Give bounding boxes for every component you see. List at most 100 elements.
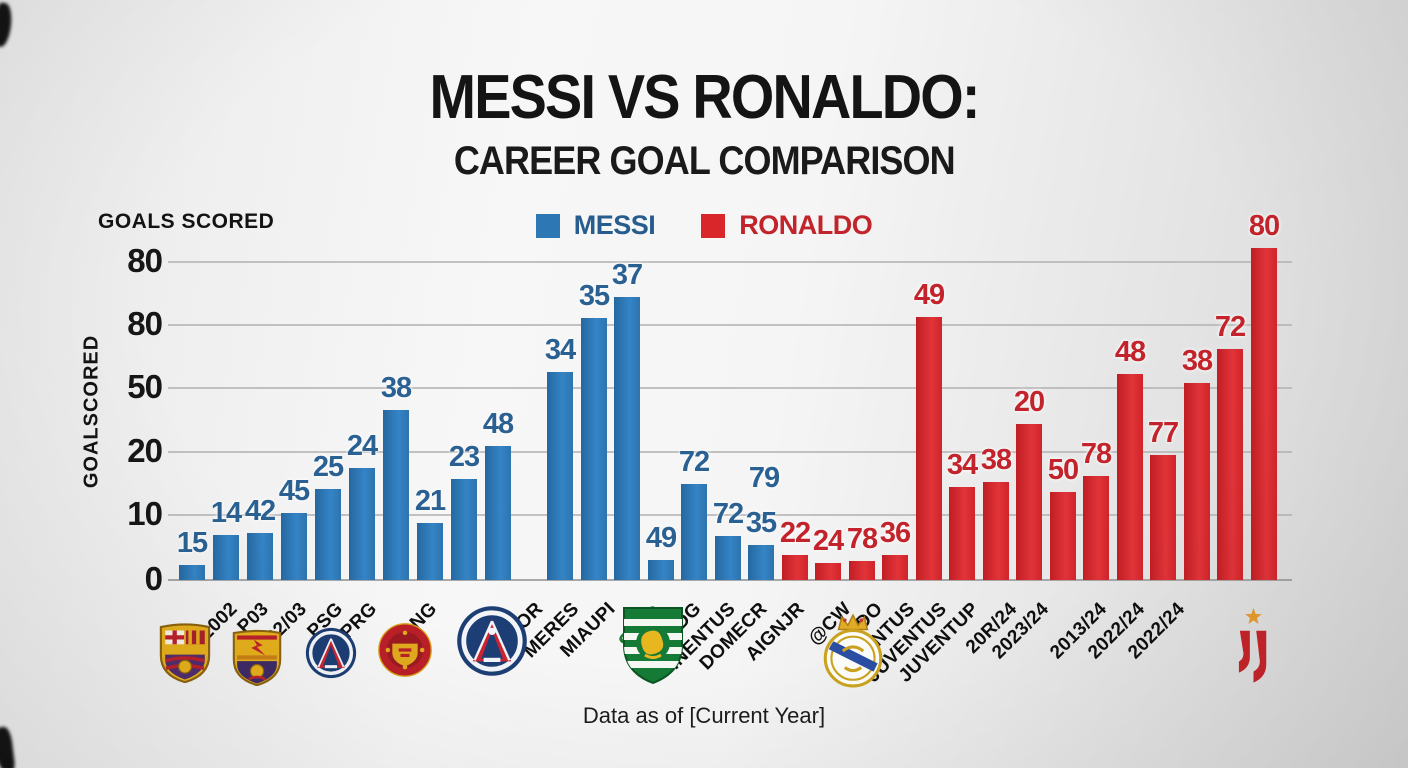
bar-ronaldo <box>1184 383 1210 580</box>
y-axis-tick-label: 80 <box>127 242 163 280</box>
bar-messi <box>213 535 239 580</box>
bar-value-label: 72 <box>712 498 744 530</box>
bar-messi <box>648 560 674 580</box>
bar-value-label: 48 <box>482 408 514 440</box>
bar-ronaldo <box>849 561 875 580</box>
bar-ronaldo <box>1217 349 1243 580</box>
bar-value-label: 37 <box>611 259 643 291</box>
bar-ronaldo <box>916 317 942 580</box>
bar-value-label: 38 <box>980 444 1012 476</box>
bar-messi <box>247 533 273 580</box>
bar-messi <box>681 484 707 580</box>
y-axis-tick-label: 50 <box>127 368 163 406</box>
bar-messi <box>417 523 443 580</box>
bar-messi <box>715 536 741 580</box>
bar-value-label: 23 <box>448 441 480 473</box>
bar-value-label: 24 <box>346 430 378 462</box>
bar-ronaldo <box>1117 374 1143 580</box>
bar-value-label: 35 <box>578 280 610 312</box>
page-title: MESSI VS RONALDO: <box>429 63 980 132</box>
bar-ronaldo <box>983 482 1009 580</box>
bar-ronaldo <box>949 487 975 580</box>
barcelona-crest-2-icon <box>232 628 282 686</box>
bar-value-label: 80 <box>1248 210 1280 242</box>
bar-messi <box>349 468 375 580</box>
bar-value-label: 49 <box>645 522 677 554</box>
bar-messi <box>451 479 477 580</box>
bar-value-label: 15 <box>176 527 208 559</box>
real-madrid-crest-icon <box>820 612 886 688</box>
bar-value-label: 38 <box>1181 345 1213 377</box>
bar-messi <box>315 489 341 580</box>
bar-ronaldo <box>1150 455 1176 580</box>
bar-value-label: 24 <box>812 525 844 557</box>
ronaldo-swatch-icon <box>701 213 726 238</box>
gridline <box>168 387 1292 389</box>
legend-label-ronaldo: RONALDO <box>739 210 873 240</box>
y-axis-tick-label: 80 <box>127 305 163 343</box>
bar-value-label: 72 <box>678 446 710 478</box>
man-united-crest-icon <box>377 622 433 678</box>
bar-value-label: 20 <box>1013 386 1045 418</box>
bar-value-label: 78 <box>1080 438 1112 470</box>
legend-item-messi: MESSI <box>535 210 656 241</box>
bar-messi <box>383 410 409 580</box>
legend-item-ronaldo: RONALDO <box>701 210 873 241</box>
title-block: MESSI VS RONALDO: CAREER GOAL COMPARISON <box>0 62 1408 184</box>
y-axis-tick-label: 0 <box>144 560 163 598</box>
bar-ronaldo <box>1050 492 1076 580</box>
bar-value-label: 78 <box>846 523 878 555</box>
bar-value-label: 25 <box>312 451 344 483</box>
footer-caption: Data as of [Current Year] <box>582 703 826 728</box>
barcelona-crest-icon <box>159 621 211 683</box>
bar-value-label: 77 <box>1147 417 1179 449</box>
gridline <box>168 324 1292 326</box>
bar-ronaldo <box>1083 476 1109 580</box>
gridline <box>168 261 1292 263</box>
gridline <box>168 514 1292 516</box>
psg-crest-large-icon <box>456 605 528 677</box>
gridline <box>168 451 1292 453</box>
page-subtitle-wrap: CAREER GOAL COMPARISON <box>0 139 1408 184</box>
bar-value-label: 45 <box>278 475 310 507</box>
legend: MESSI RONALDO <box>0 210 1408 241</box>
bar-messi <box>281 513 307 580</box>
bar-value-label: 38 <box>380 372 412 404</box>
bar-value-label: 72 <box>1214 311 1246 343</box>
bar-value-label: 35 <box>745 507 777 539</box>
bar-value-label: 21 <box>414 485 446 517</box>
bar-value-label: 34 <box>544 334 576 366</box>
bar-value-label: 36 <box>879 517 911 549</box>
page-subtitle: CAREER GOAL COMPARISON <box>453 139 956 183</box>
bar-value-label: 48 <box>1114 336 1146 368</box>
y-axis-tick-label: 20 <box>127 432 163 470</box>
bar-value-label-extra: 79 <box>748 462 780 494</box>
bar-messi <box>614 297 640 580</box>
bar-messi <box>748 545 774 580</box>
legend-label-messi: MESSI <box>573 210 656 240</box>
bar-messi <box>547 372 573 580</box>
bar-ronaldo <box>1016 424 1042 580</box>
bar-value-label: 14 <box>210 497 242 529</box>
sporting-crest-icon <box>620 605 686 685</box>
image-artifact-top-left <box>0 2 14 48</box>
bar-ronaldo <box>882 555 908 580</box>
bar-messi <box>179 565 205 580</box>
psg-crest-small-icon <box>305 627 357 679</box>
image-artifact-bottom-left <box>0 726 16 768</box>
bar-value-label: 50 <box>1047 454 1079 486</box>
bar-value-label: 34 <box>946 449 978 481</box>
gridline <box>168 579 1292 581</box>
messi-swatch-icon <box>535 213 560 238</box>
bar-value-label: 49 <box>913 279 945 311</box>
y-axis-title: GOALS SCORED <box>98 210 275 233</box>
juventus-logo-icon <box>1228 606 1279 690</box>
bar-messi <box>581 318 607 580</box>
y-axis-tick-label: 10 <box>127 495 163 533</box>
bar-ronaldo <box>1251 248 1277 580</box>
bar-ronaldo <box>815 563 841 580</box>
bar-ronaldo <box>782 555 808 580</box>
bar-value-label: 22 <box>779 517 811 549</box>
bar-value-label: 42 <box>244 495 276 527</box>
